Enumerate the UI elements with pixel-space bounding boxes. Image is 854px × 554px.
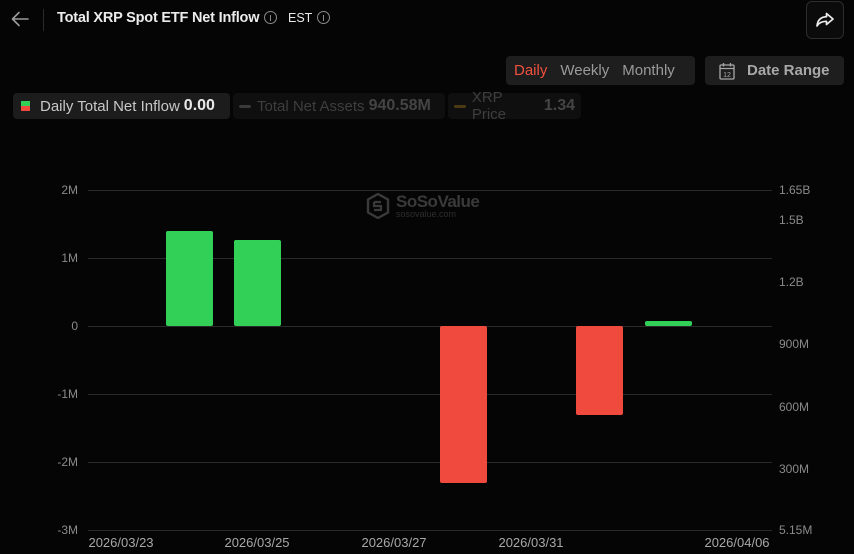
tab-daily[interactable]: Daily — [514, 62, 548, 79]
y-left-tick: 1M — [61, 251, 78, 265]
line-swatch-icon — [239, 104, 251, 108]
share-button[interactable] — [806, 1, 844, 39]
legend-xrp-price[interactable]: XRP Price 1.34 — [448, 89, 581, 123]
y-left-tick: 0 — [71, 319, 78, 333]
page-title: Total XRP Spot ETF Net Inflow — [57, 10, 278, 26]
timezone-info-icon[interactable] — [317, 11, 331, 24]
gridline — [88, 530, 772, 531]
tab-monthly[interactable]: Monthly — [622, 62, 675, 79]
header: Total XRP Spot ETF Net Inflow EST — [0, 0, 854, 40]
x-tick: 2026/03/23 — [88, 535, 154, 550]
gridline-zero — [88, 326, 772, 327]
legend-value: 940.58M — [368, 97, 431, 114]
x-tick: 2026/03/25 — [224, 535, 290, 550]
sosovalue-watermark: SoSoValue sosovalue.com — [366, 193, 480, 219]
y-right-tick: 1.65B — [779, 183, 811, 197]
gridline — [88, 190, 772, 191]
y-right-tick: 600M — [779, 400, 810, 414]
period-selector: Daily Weekly Monthly — [506, 56, 695, 85]
header-divider — [43, 9, 44, 31]
y-right-tick: 5.15M — [779, 523, 813, 537]
date-range-label: Date Range — [747, 62, 830, 79]
y-right-tick: 900M — [779, 337, 810, 351]
y-left-tick: 2M — [61, 183, 78, 197]
line-swatch-icon — [454, 104, 466, 108]
back-button[interactable] — [8, 8, 32, 30]
y-left-tick: -2M — [57, 455, 78, 469]
bar-2026-03-30[interactable] — [440, 326, 487, 483]
bar-2026-04-02[interactable] — [645, 321, 692, 326]
sosovalue-logo-icon — [366, 193, 390, 219]
x-tick: 2026/03/31 — [498, 535, 564, 550]
y-left-tick: -3M — [57, 523, 78, 537]
calendar-icon: 12 — [719, 62, 735, 80]
tab-weekly[interactable]: Weekly — [560, 62, 610, 79]
bar-2026-03-24[interactable] — [166, 231, 213, 326]
gridline — [88, 258, 772, 259]
legend-value: 1.34 — [543, 97, 575, 114]
x-tick: 2026/04/06 — [704, 535, 770, 550]
legend-total-net-assets[interactable]: Total Net Assets 940.58M — [233, 93, 445, 119]
bar-2026-04-01[interactable] — [576, 326, 623, 415]
timezone-label: EST — [288, 11, 331, 25]
legend-value: 0.00 — [183, 97, 215, 114]
bar-2026-03-25[interactable] — [234, 240, 281, 326]
gridline — [88, 394, 772, 395]
y-right-tick: 1.2B — [779, 275, 804, 289]
share-icon — [816, 12, 834, 27]
x-tick: 2026/03/27 — [361, 535, 427, 550]
svg-text:12: 12 — [723, 72, 731, 79]
date-range-button[interactable]: 12 Date Range — [705, 56, 844, 85]
info-icon[interactable] — [264, 11, 278, 24]
y-left-tick: -1M — [57, 387, 78, 401]
y-right-tick: 1.5B — [779, 213, 804, 227]
arrow-left-icon — [11, 11, 29, 27]
legend-daily-net-inflow[interactable]: Daily Total Net Inflow 0.00 — [13, 93, 230, 119]
gridline — [88, 462, 772, 463]
y-right-tick: 300M — [779, 462, 810, 476]
bar-swatch-icon — [21, 101, 30, 111]
